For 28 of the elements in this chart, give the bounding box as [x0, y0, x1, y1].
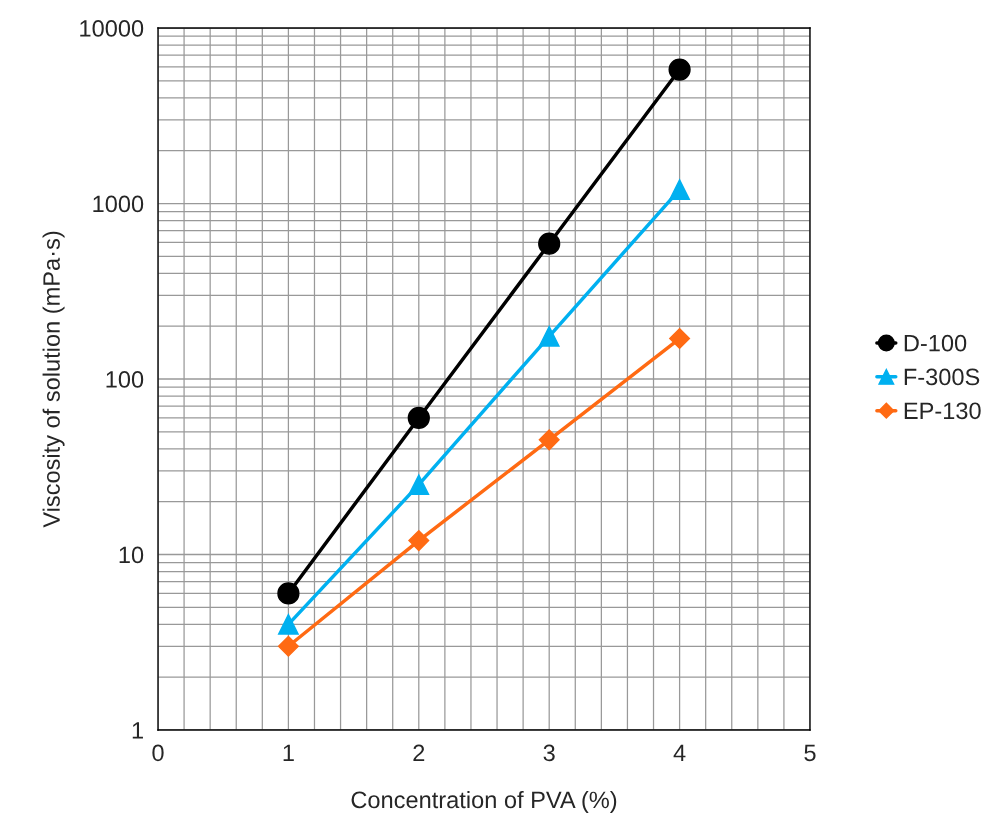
- point: [277, 582, 300, 605]
- x-tick-label: 0: [152, 744, 164, 762]
- x-tick-label: 4: [673, 744, 686, 761]
- point: [407, 406, 430, 430]
- y-tick-label: 1: [132, 722, 143, 739]
- point: [408, 474, 430, 496]
- x-tick-label: 5: [804, 744, 816, 762]
- x-tick-label: 3: [543, 744, 555, 762]
- point: [277, 613, 299, 635]
- y-axis-title: Viscosity of solution (mPa·s): [42, 231, 65, 528]
- point: [538, 325, 560, 347]
- x-tick-label: 1: [283, 744, 294, 761]
- point: [538, 232, 561, 255]
- y-tick-label: 10000: [80, 20, 144, 37]
- y-tick-label: 10: [119, 546, 144, 564]
- y-tick-label: 100: [106, 371, 144, 388]
- point: [538, 429, 560, 451]
- point: [408, 530, 430, 552]
- x-axis-title: Concentration of PVA (%): [351, 790, 617, 813]
- point: [669, 328, 691, 350]
- legend-label: D-100: [904, 334, 967, 352]
- x-tick-label: 2: [413, 744, 425, 761]
- legend-label: EP-130: [904, 402, 981, 420]
- legend-label: F-300S: [904, 368, 980, 386]
- point: [669, 179, 691, 201]
- point: [277, 635, 299, 657]
- y-tick-label: 1000: [93, 195, 144, 213]
- point: [668, 58, 691, 81]
